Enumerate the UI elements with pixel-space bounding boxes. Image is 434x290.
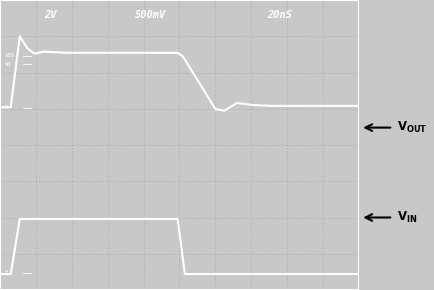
Text: 90: 90 (4, 62, 11, 67)
Text: 2V: 2V (44, 10, 56, 20)
Text: $\mathbf{V_{IN}}$: $\mathbf{V_{IN}}$ (396, 210, 416, 225)
Text: 100: 100 (4, 53, 14, 58)
Text: $\mathbf{V_{OUT}}$: $\mathbf{V_{OUT}}$ (396, 120, 427, 135)
Text: 0: 0 (4, 270, 7, 275)
Text: 0: 0 (4, 105, 7, 110)
Text: 20nS: 20nS (267, 10, 292, 20)
Text: 500mV: 500mV (135, 10, 166, 20)
